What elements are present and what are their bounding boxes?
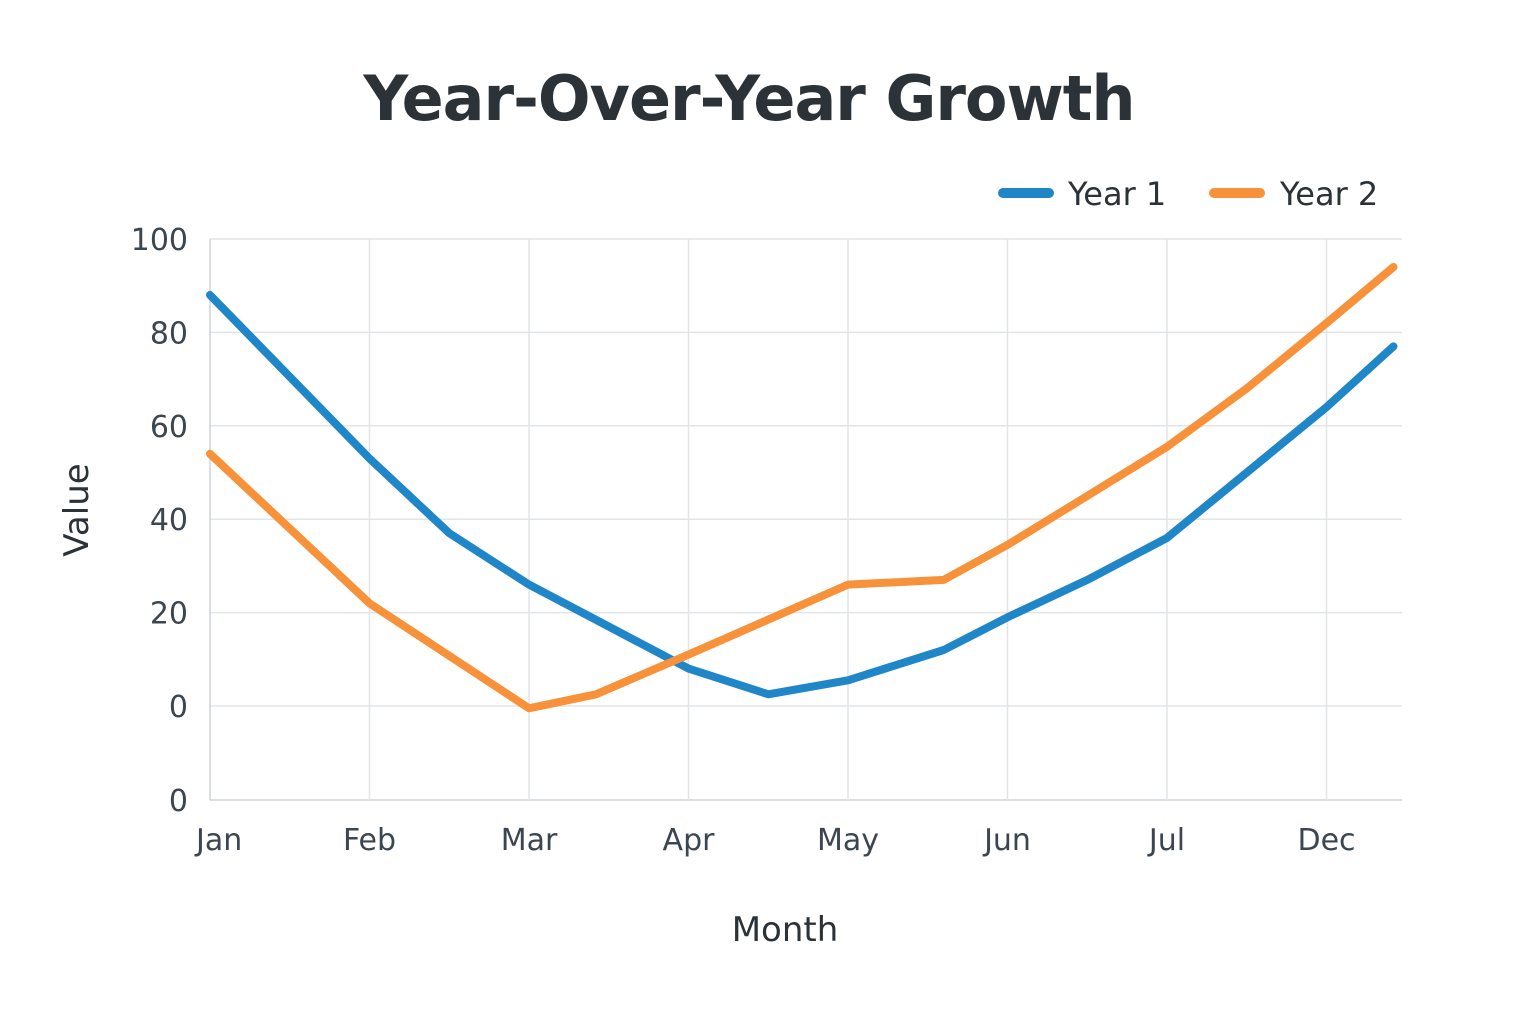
y-axis-ticks: 100 80 60 40 20 0 0 (131, 223, 188, 819)
x-tick-label: Dec (1297, 823, 1355, 858)
x-axis-label: Month (732, 910, 839, 950)
legend-label: Year 2 (1279, 175, 1378, 213)
legend-label: Year 1 (1067, 175, 1166, 213)
x-tick-label: Jan (194, 823, 242, 858)
y-tick-label: 0 (169, 690, 188, 725)
y-tick-label: 0 (169, 784, 188, 819)
x-tick-label: Mar (501, 823, 558, 858)
x-tick-label: Apr (663, 823, 716, 858)
x-tick-label: Feb (343, 823, 396, 858)
x-tick-label: Jul (1147, 823, 1185, 858)
series-lines (206, 263, 1398, 713)
x-tick-label: Jun (982, 823, 1031, 858)
y-tick-label: 40 (150, 503, 188, 538)
x-axis-ticks: Jan Feb Mar Apr May Jun Jul Dec (194, 823, 1356, 858)
y-tick-label: 60 (150, 410, 188, 445)
y-axis-label: Value (57, 463, 97, 556)
y-tick-label: 100 (131, 223, 188, 258)
grid-lines (209, 238, 1402, 801)
series-line-year-2 (206, 263, 1398, 713)
y-tick-label: 80 (150, 316, 188, 351)
chart-title: Year-Over-Year Growth (363, 62, 1135, 135)
series-line-year-1 (206, 291, 1398, 699)
y-tick-label: 20 (150, 597, 188, 632)
x-tick-label: May (817, 823, 879, 858)
legend: Year 1 Year 2 (998, 175, 1378, 213)
